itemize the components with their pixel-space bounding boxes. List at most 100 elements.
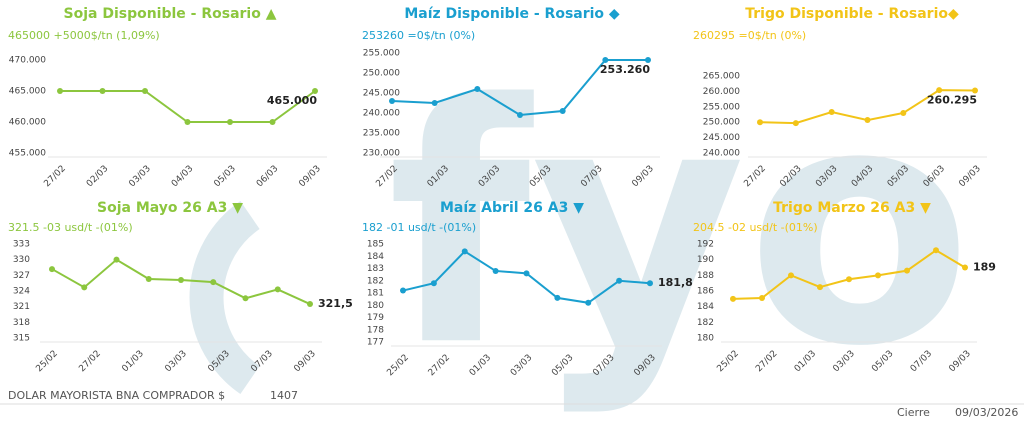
data-point [900, 109, 907, 116]
y-tick-label: 182 [697, 318, 714, 328]
data-point [210, 279, 217, 286]
data-point [792, 120, 799, 127]
chart-title: Maíz Disponible - Rosario ◆ [404, 6, 620, 22]
y-tick-label: 235.000 [363, 129, 400, 139]
y-tick-label: 240.000 [703, 149, 740, 159]
data-point [759, 295, 765, 302]
y-tick-label: 465.000 [9, 87, 46, 97]
data-point [828, 109, 835, 116]
y-tick-label: 185 [367, 240, 384, 250]
data-label: 260.295 [927, 93, 977, 106]
data-point [517, 112, 523, 118]
y-tick-label: 265.000 [703, 72, 740, 82]
data-point [99, 88, 106, 94]
y-tick-label: 455.000 [9, 149, 46, 159]
data-label: 189 [973, 261, 996, 274]
y-tick-label: 460.000 [9, 118, 46, 128]
data-point [400, 287, 406, 294]
data-point [492, 267, 499, 274]
data-point [430, 280, 437, 287]
y-tick-label: 250.000 [363, 69, 400, 79]
data-point [242, 295, 249, 302]
data-point [312, 88, 318, 94]
y-tick-label: 250.000 [703, 118, 740, 128]
y-tick-label: 230.000 [363, 149, 400, 159]
y-tick-label: 188 [697, 271, 714, 281]
data-point [817, 284, 823, 291]
data-point [431, 100, 438, 106]
chart-subtitle: 260295 =0$/tn (0%) [693, 29, 806, 42]
y-tick-label: 315 [13, 334, 30, 344]
y-tick-label: 190 [697, 255, 714, 265]
chart-subtitle: 253260 =0$/tn (0%) [362, 29, 475, 42]
data-point [554, 294, 561, 301]
chart-subtitle: 321.5 -03 usd/t -(01%) [8, 221, 133, 234]
data-point [730, 295, 736, 302]
y-tick-label: 255.000 [703, 102, 740, 112]
y-tick-label: 318 [13, 318, 30, 328]
y-tick-label: 260.000 [703, 87, 740, 97]
y-tick-label: 186 [697, 287, 714, 297]
y-tick-label: 180 [367, 301, 384, 311]
data-point [227, 119, 233, 125]
watermark: fyo [387, 34, 972, 418]
y-tick-label: 324 [13, 287, 30, 297]
y-tick-label: 333 [13, 240, 30, 250]
data-label: 321,5 [318, 297, 353, 310]
y-tick-label: 245.000 [363, 89, 400, 99]
chart-subtitle: 182 -01 usd/t -(01%) [362, 221, 476, 234]
data-point [142, 88, 148, 94]
data-point [936, 87, 943, 94]
data-point [788, 272, 794, 279]
chart-title: Trigo Disponible - Rosario◆ [745, 6, 959, 22]
data-point [178, 277, 184, 284]
data-point [307, 301, 313, 308]
y-tick-label: 178 [367, 325, 384, 335]
data-point [523, 270, 530, 277]
data-label: 253.260 [600, 63, 650, 76]
y-tick-label: 245.000 [703, 133, 740, 143]
data-point [645, 56, 651, 63]
close-date: 09/03/2026 [955, 406, 1018, 419]
data-point [184, 119, 191, 125]
data-point [389, 98, 395, 104]
y-tick-label: 184 [367, 252, 384, 262]
chart-title: Trigo Marzo 26 A3 ▼ [773, 200, 931, 216]
y-tick-label: 327 [13, 271, 30, 281]
y-tick-label: 179 [367, 313, 384, 323]
data-point [962, 264, 968, 271]
data-point [113, 256, 120, 263]
y-tick-label: 181 [367, 289, 384, 299]
y-tick-label: 330 [13, 255, 30, 265]
y-tick-label: 183 [367, 264, 384, 274]
y-tick-label: 470.000 [9, 56, 46, 66]
data-point [647, 280, 653, 287]
data-point [616, 277, 623, 284]
y-tick-label: 177 [367, 338, 384, 348]
y-tick-label: 255.000 [363, 49, 400, 59]
data-label: 465.000 [267, 94, 317, 107]
y-tick-label: 321 [13, 302, 30, 312]
data-point [49, 266, 55, 273]
data-point [933, 247, 939, 254]
data-point [846, 276, 852, 283]
y-tick-label: 192 [697, 240, 714, 250]
chart-title: Maíz Abril 26 A3 ▼ [440, 200, 584, 216]
data-point [757, 119, 763, 126]
y-tick-label: 180 [697, 334, 714, 344]
data-point [269, 119, 276, 125]
data-point [81, 284, 88, 291]
data-label: 181,8 [658, 276, 693, 289]
data-point [864, 117, 871, 124]
data-point [875, 272, 881, 279]
watermark-arc [189, 200, 261, 395]
y-tick-label: 240.000 [363, 109, 400, 119]
data-point [585, 299, 592, 306]
data-point [461, 248, 468, 255]
chart-subtitle: 204.5 -02 usd/t -(01%) [693, 221, 818, 234]
data-point [274, 286, 281, 293]
y-tick-label: 182 [367, 276, 384, 286]
data-point [904, 267, 910, 274]
